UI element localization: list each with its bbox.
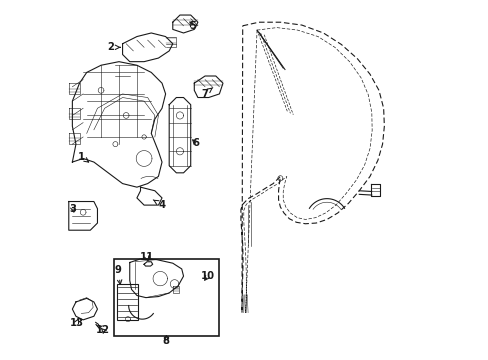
Text: 3: 3 <box>69 204 76 214</box>
Text: 6: 6 <box>192 139 199 148</box>
Bar <box>113 259 219 336</box>
Text: 10: 10 <box>201 271 215 281</box>
Text: 9: 9 <box>115 265 122 284</box>
Text: 1: 1 <box>78 152 88 162</box>
Text: 4: 4 <box>153 200 165 210</box>
Text: 8: 8 <box>163 336 169 346</box>
Text: 13: 13 <box>69 318 83 328</box>
Text: 11: 11 <box>140 252 154 262</box>
Bar <box>117 284 137 320</box>
Text: 5: 5 <box>189 21 196 31</box>
Text: 12: 12 <box>96 325 110 335</box>
Text: 7: 7 <box>201 87 212 99</box>
Text: 2: 2 <box>107 42 120 52</box>
